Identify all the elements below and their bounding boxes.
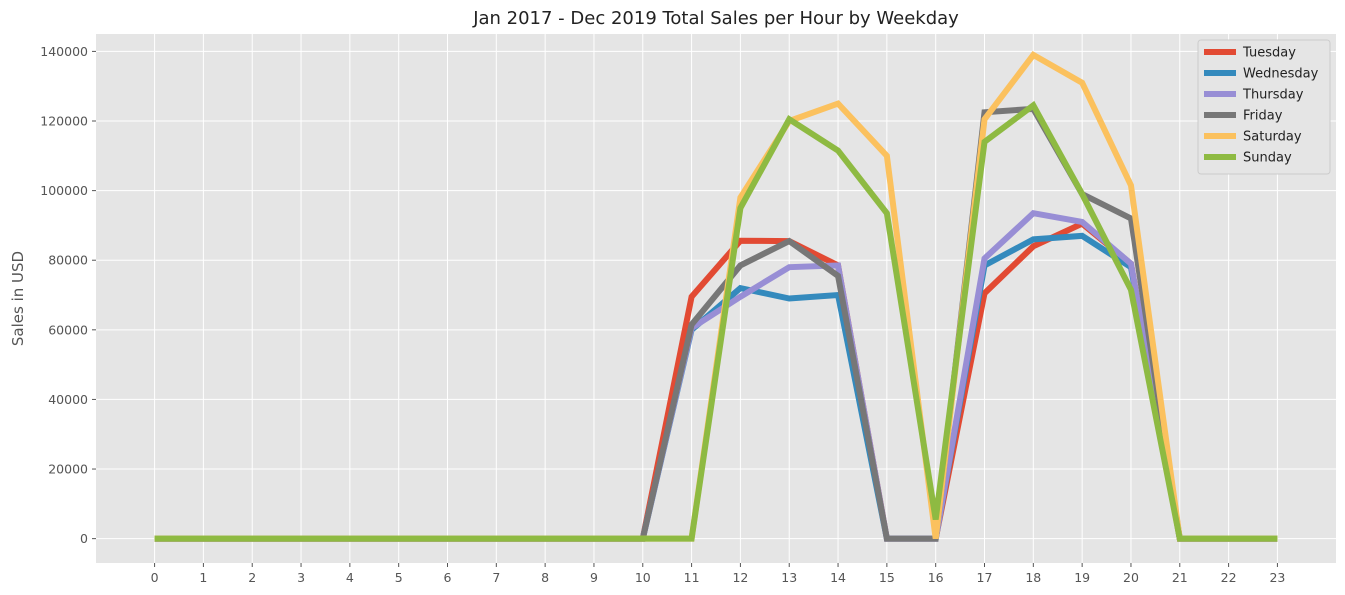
legend-label-tuesday: Tuesday	[1242, 46, 1296, 61]
x-tick-label: 3	[297, 570, 305, 585]
chart-title: Jan 2017 - Dec 2019 Total Sales per Hour…	[472, 8, 959, 29]
x-tick-label: 1	[199, 570, 207, 585]
x-tick-label: 18	[1025, 570, 1041, 585]
x-tick-label: 2	[248, 570, 256, 585]
legend-label-wednesday: Wednesday	[1243, 67, 1319, 82]
y-tick-label: 140000	[40, 44, 88, 59]
x-tick-label: 15	[879, 570, 895, 585]
x-tick-label: 19	[1074, 570, 1090, 585]
y-tick-label: 60000	[48, 322, 88, 337]
x-tick-label: 23	[1269, 570, 1285, 585]
legend-label-thursday: Thursday	[1242, 88, 1304, 103]
x-tick-label: 6	[444, 570, 452, 585]
x-tick-label: 22	[1221, 570, 1237, 585]
x-tick-label: 4	[346, 570, 354, 585]
y-tick-label: 20000	[48, 462, 88, 477]
legend-label-sunday: Sunday	[1243, 151, 1292, 166]
y-tick-label: 80000	[48, 253, 88, 268]
series-lines	[154, 50, 1278, 542]
x-tick-label: 0	[151, 570, 159, 585]
x-tick-label: 17	[977, 570, 993, 585]
x-tick-label: 14	[830, 570, 846, 585]
x-tick-label: 8	[541, 570, 549, 585]
x-tick-label: 13	[781, 570, 797, 585]
grid-lines	[96, 34, 1336, 563]
x-tick-label: 11	[684, 570, 700, 585]
legend-label-saturday: Saturday	[1243, 130, 1302, 145]
x-tick-label: 9	[590, 570, 598, 585]
y-tick-label: 0	[80, 531, 88, 546]
x-tick-label: 5	[395, 570, 403, 585]
x-tick-label: 7	[492, 570, 500, 585]
y-tick-label: 100000	[40, 183, 88, 198]
legend: Tuesday Wednesday Thursday Friday Saturday Su…	[1197, 39, 1331, 175]
x-tick-label: 12	[732, 570, 748, 585]
y-axis-ticks: 0 20000 40000 60000 80000 100000 120000 140000	[40, 44, 96, 546]
series-line-sunday	[154, 100, 1278, 542]
x-tick-label: 21	[1172, 570, 1188, 585]
y-tick-label: 120000	[40, 114, 88, 129]
x-tick-label: 10	[635, 570, 651, 585]
x-axis-ticks: 0 1 2 3 4 5 6 7 8 9 10 11 12 13 14 15 16 17 18 19 20 21 22 23	[151, 563, 1285, 585]
legend-label-friday: Friday	[1243, 109, 1283, 124]
x-tick-label: 20	[1123, 570, 1139, 585]
x-tick-label: 16	[928, 570, 944, 585]
y-tick-label: 40000	[48, 392, 88, 407]
y-axis-label: Sales in USD	[9, 251, 27, 346]
